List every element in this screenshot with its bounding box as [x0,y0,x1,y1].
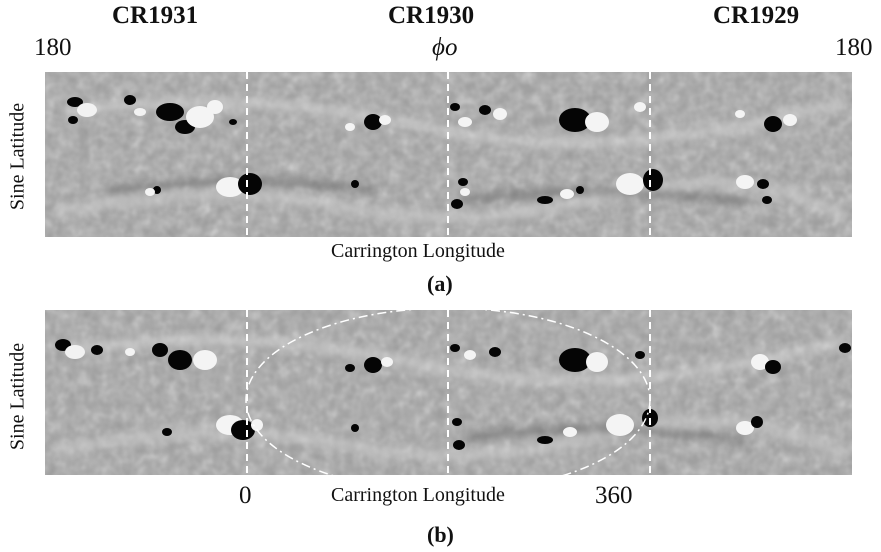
top-tick-right: 180 [835,34,873,61]
panel-b-label: (b) [427,522,454,547]
top-tick-left: 180 [34,34,72,61]
panel-a-map [45,72,852,237]
rotation-label-cr1929: CR1929 [713,2,800,29]
panel-b-ylabel: Sine Latitude [6,342,29,451]
dashed-meridians-a [246,72,651,237]
rotation-label-cr1930: CR1930 [388,2,475,29]
synoptic-magnetogram-b [45,310,852,475]
panel-a-label: (a) [427,271,453,296]
panel-a-ylabel: Sine Latitude [6,102,29,211]
dashed-meridians-b [246,310,651,475]
bottom-tick-360: 360 [595,482,633,509]
panel-b-xlabel: Carrington Longitude [331,484,505,506]
top-tick-phi: ϕo [432,34,458,61]
rotation-label-cr1931: CR1931 [112,2,199,29]
active-regions-a [67,95,797,209]
bottom-tick-0: 0 [239,482,252,509]
active-regions-b [55,339,851,450]
panel-b-map [45,310,852,475]
panel-a-xlabel: Carrington Longitude [331,240,505,262]
synoptic-magnetogram-a [45,72,852,237]
